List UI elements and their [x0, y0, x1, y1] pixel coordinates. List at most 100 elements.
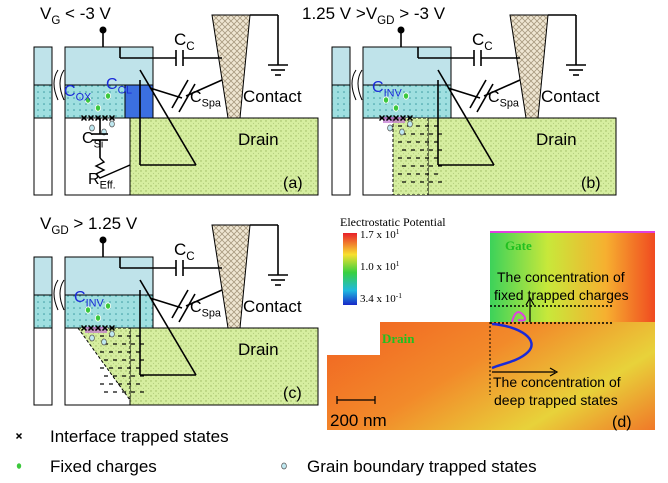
c-spa-label-base: C: [190, 299, 202, 316]
fixed-charge: [105, 93, 110, 99]
contact-label: Contact: [243, 297, 302, 316]
inversion: [393, 118, 428, 195]
c-c-label-base: C: [472, 30, 484, 49]
c-spa-label-sub: Spa: [500, 97, 520, 109]
figure: CSiREff.COLVG < -3 VCCCOXCSpaContactDrai…: [0, 0, 668, 483]
drain-label: Drain: [382, 331, 415, 346]
cap-plate: [470, 80, 486, 108]
column-band: [332, 85, 350, 118]
drain-label: Drain: [536, 130, 577, 149]
grain-trap: [408, 121, 413, 127]
panel-title-rest: < -3 V: [60, 4, 111, 23]
panel-title-pre: 1.25 V >: [302, 4, 366, 23]
c-c-label-base: C: [174, 30, 186, 49]
colorbar-title: Electrostatic Potential: [340, 215, 446, 229]
grain-trap: [400, 129, 405, 135]
c-c-label: CC: [174, 30, 195, 53]
column-band: [34, 295, 52, 328]
column-oxide: [332, 47, 350, 85]
c-c-label: CC: [174, 240, 195, 263]
note: The concentration of: [493, 374, 621, 390]
cap-plate: [172, 290, 188, 318]
note: fixed trapped charges: [494, 287, 629, 303]
c-c-label-sub: C: [186, 41, 194, 53]
panel-title-base: V: [40, 214, 52, 233]
break: [352, 70, 362, 100]
fixed-charge: [393, 105, 398, 111]
panel-tag: (a): [283, 175, 303, 192]
break: [54, 280, 64, 310]
colorbar-label-sup: 1: [396, 259, 400, 268]
drain-label: Drain: [238, 130, 279, 149]
fixed-charge: [105, 303, 110, 309]
fixed-charge: [95, 315, 100, 321]
interface-state: [17, 434, 22, 439]
cap-label-base: C: [64, 83, 76, 100]
legend-label: Grain boundary trapped states: [307, 457, 537, 476]
fixed-charge: [16, 463, 21, 469]
contact-label: Contact: [541, 87, 600, 106]
panel-tag: (c): [283, 385, 302, 402]
panel-title-rest: > -3 V: [394, 4, 445, 23]
cap-plate: [172, 80, 188, 108]
c-spa-label-sub: Spa: [202, 97, 222, 109]
drain-label: Drain: [238, 340, 279, 359]
panel-tag: (b): [581, 175, 601, 192]
panel-title: VGD > 1.25 V: [40, 214, 138, 237]
contact-label: Contact: [243, 87, 302, 106]
cap-label-base: C: [74, 289, 86, 306]
column-oxide: [34, 47, 52, 85]
panel-title-sub: GD: [51, 225, 68, 237]
c-si-label-base: C: [82, 130, 94, 147]
colorbar-label-base: 3.4 x 10: [360, 293, 396, 305]
c-spa-label: CSpa: [488, 89, 520, 109]
grain-trap: [90, 335, 95, 341]
colorbar-label: 1.0 x 101: [360, 259, 400, 273]
colorbar-label-base: 1.0 x 10: [360, 261, 396, 273]
r-eff-label-sub: Eff.: [100, 179, 116, 191]
panel-title: 1.25 V >VGD > -3 V: [302, 4, 446, 27]
grain-trap: [388, 125, 393, 131]
c-c-label-sub: C: [484, 41, 492, 53]
c-spa-label-base: C: [190, 89, 202, 106]
column-band: [34, 85, 52, 118]
fixed-charge: [95, 105, 100, 111]
legend-label: Fixed charges: [50, 457, 157, 476]
c-spa-label: CSpa: [190, 89, 222, 109]
panel-title-base: V: [366, 4, 378, 23]
colorbar-label-sup: 1: [396, 227, 400, 236]
c-spa-label-sub: Spa: [202, 307, 222, 319]
colorbar: [343, 233, 357, 305]
c-si-label-sub: Si: [94, 138, 104, 150]
scale-label: 200 nm: [330, 411, 387, 430]
column-oxide: [34, 257, 52, 295]
cap-label-base: C: [372, 79, 384, 96]
panel-tag: (d): [612, 414, 632, 431]
c-c-label: CC: [472, 30, 493, 53]
colorbar-label-base: 1.7 x 10: [360, 229, 396, 241]
panel-title-sub: G: [51, 15, 60, 27]
colorbar-label-sup: -1: [396, 291, 402, 300]
c-spa-label: CSpa: [190, 299, 222, 319]
cap-label-sub: INV: [384, 87, 403, 99]
cap-label-sub: OX: [76, 91, 92, 103]
c-ol-label-base: C: [106, 76, 118, 93]
c-spa-label-base: C: [488, 89, 500, 106]
grain-trap: [282, 463, 287, 469]
c-c-label-base: C: [174, 240, 186, 259]
colorbar-label: 1.7 x 101: [360, 227, 400, 241]
panel-title-sub: GD: [377, 15, 394, 27]
grain-trap: [110, 121, 115, 127]
panel-title-base: V: [40, 4, 52, 23]
legend-label: Interface trapped states: [50, 427, 229, 446]
break: [54, 70, 64, 100]
note: The concentration of: [497, 269, 625, 285]
grain-trap: [102, 339, 107, 345]
c-c-label-sub: C: [186, 251, 194, 263]
r-eff-label-base: R: [88, 171, 100, 188]
note: deep trapped states: [494, 392, 618, 408]
fixed-charge: [403, 93, 408, 99]
c-ol-label-sub: OL: [118, 84, 133, 96]
panel-title-rest: > 1.25 V: [69, 214, 138, 233]
cap-label-sub: INV: [86, 297, 105, 309]
